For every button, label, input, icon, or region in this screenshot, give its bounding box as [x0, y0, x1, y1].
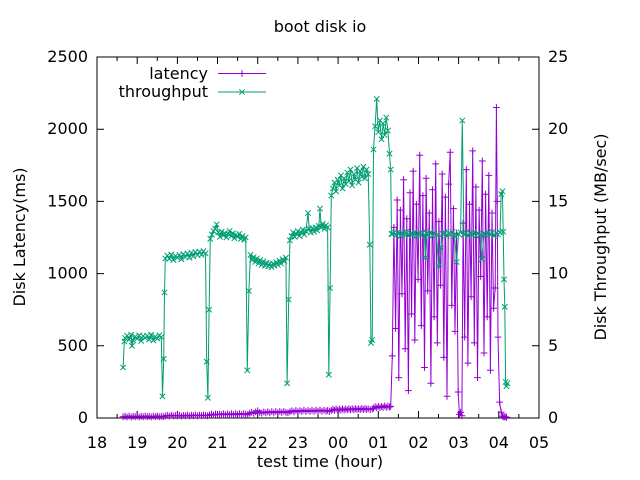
x-tick-label: 21 [207, 433, 227, 452]
left-y-tick-label: 0 [78, 408, 88, 427]
right-y-tick-label: 25 [548, 47, 568, 66]
tick-labels: 18 19 20 21 22 23 00 01 02 03 04 050500100015002000… [47, 47, 568, 452]
legend-label-latency: latency [149, 64, 208, 83]
left-y-tick-label: 2000 [47, 119, 88, 138]
x-tick-label: 20 [167, 433, 187, 452]
legend-samples [218, 70, 266, 96]
x-tick-label: 18 [87, 433, 107, 452]
left-y-tick-label: 2500 [47, 47, 88, 66]
right-y-tick-label: 10 [548, 264, 568, 283]
series-throughput [120, 95, 511, 401]
left-y-tick-label: 1000 [47, 264, 88, 283]
left-y-tick-label: 500 [57, 336, 88, 355]
series-markers-latency [119, 104, 510, 421]
x-tick-label: 04 [489, 433, 509, 452]
x-tick-label: 00 [328, 433, 348, 452]
x-tick-label: 19 [127, 433, 147, 452]
right-y-tick-label: 20 [548, 119, 568, 138]
x-tick-label: 23 [288, 433, 308, 452]
chart-title: boot disk io [273, 17, 367, 36]
right-y-tick-label: 5 [548, 336, 558, 355]
legend-sample-throughput [218, 88, 266, 96]
right-y-axis-label: Disk Throughput (MB/sec) [591, 133, 610, 341]
left-y-tick-label: 1500 [47, 191, 88, 210]
x-tick-label: 03 [448, 433, 468, 452]
series-line-latency [122, 107, 507, 418]
legend-sample-latency [218, 70, 266, 77]
x-axis-label: test time (hour) [256, 452, 384, 471]
x-tick-label: 05 [529, 433, 549, 452]
series-line-throughput [122, 98, 508, 398]
plot-border [96, 56, 540, 419]
legend-label-throughput: throughput [118, 82, 208, 101]
right-y-tick-label: 0 [548, 408, 558, 427]
right-y-tick-label: 15 [548, 191, 568, 210]
series-latency [119, 104, 510, 421]
series-markers-throughput [120, 95, 511, 401]
x-tick-label: 22 [248, 433, 268, 452]
x-tick-label: 02 [408, 433, 428, 452]
left-y-axis-label: Disk Latency(ms) [10, 167, 29, 307]
x-tick-label: 01 [368, 433, 388, 452]
